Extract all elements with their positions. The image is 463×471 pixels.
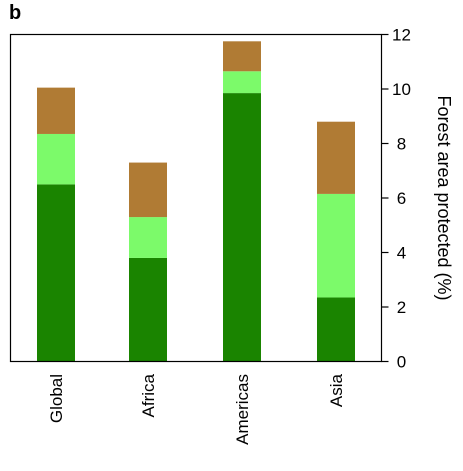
y-tick-label: 10 <box>392 80 411 99</box>
x-category-label-asia: Asia <box>327 373 346 407</box>
x-category-label-africa: Africa <box>139 373 158 417</box>
y-tick-label: 8 <box>397 135 406 154</box>
bar-segment-africa-series-1 <box>129 257 167 362</box>
bar-segment-africa-series-3 <box>129 162 167 218</box>
x-category-label-americas: Americas <box>233 374 252 445</box>
bar-segment-asia-series-3 <box>317 121 355 194</box>
bars-group <box>37 41 355 362</box>
bar-segment-asia-series-1 <box>317 297 355 362</box>
x-axis-category-labels: Global Africa Americas Asia <box>47 373 346 444</box>
y-axis-ticks: 0 2 4 6 8 10 12 <box>381 26 411 372</box>
bar-segment-americas-series-3 <box>223 41 261 72</box>
bar-segment-americas-series-1 <box>223 93 261 362</box>
bar-segment-asia-series-2 <box>317 193 355 298</box>
panel-label: b <box>9 2 21 24</box>
y-tick-label: 12 <box>392 26 411 45</box>
bar-segment-americas-series-2 <box>223 71 261 94</box>
bar-segment-global-series-2 <box>37 133 75 185</box>
y-axis-label: Forest area protected (%) <box>434 95 454 300</box>
y-tick-label: 4 <box>397 244 406 263</box>
y-tick-label: 0 <box>397 353 406 372</box>
y-tick-label: 6 <box>397 189 406 208</box>
bar-segment-global-series-3 <box>37 87 75 134</box>
y-tick-label: 2 <box>397 298 406 317</box>
x-category-label-global: Global <box>47 374 66 423</box>
bar-segment-africa-series-2 <box>129 217 167 258</box>
bar-segment-global-series-1 <box>37 184 75 362</box>
